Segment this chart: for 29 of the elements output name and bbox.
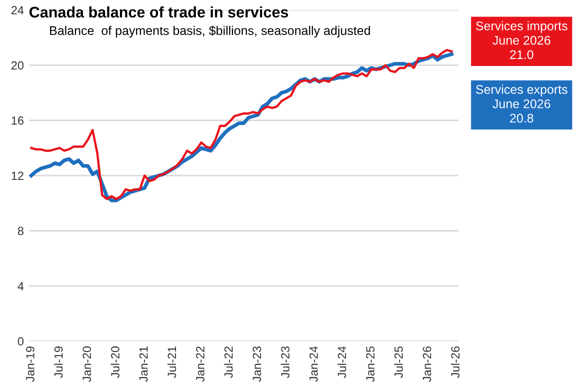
x-tick-label: Jan-24 [309,346,318,382]
x-tick-label: Jul-19 [54,346,63,378]
y-tick-label: 8 [18,226,24,236]
x-tick-label: Jan-23 [252,346,262,382]
text: Services imports [476,21,568,33]
y-tick-label: 12 [12,172,24,180]
x-tick-label: Jan-19 [26,346,34,382]
x-tick-label: Jul-20 [110,346,120,378]
y-tick-label: 24 [11,6,24,14]
x-tick-label: Jul-23 [280,346,290,378]
x-tick-label: Jan-20 [82,346,92,382]
x-tick-label: Jul-24 [337,346,346,378]
y-tick-label: 20 [11,61,24,70]
x-tick-label: Jul-22 [224,346,233,378]
y-tick-label: 16 [12,116,24,125]
chart-title: Canada balance of trade in services [29,6,288,18]
text: June 2026 20.8 [492,99,550,123]
x-tick-label: Jul-26 [450,346,460,378]
x-tick-label: Jul-21 [167,346,176,378]
x-tick-label: Jul-25 [394,346,403,378]
x-tick-label: Jan-25 [366,346,374,382]
x-tick-label: Jan-26 [422,346,432,382]
y-tick-label: 0 [18,337,24,346]
x-tick-label: Jan-21 [139,346,148,382]
text: June 2026 21.0 [492,36,550,60]
text: Balance of payments basis, $billions, seasonally adjusted [50,26,370,38]
text: Services exports [476,84,568,96]
x-tick-label: Jan-22 [196,346,204,382]
y-tick-label: 4 [18,282,24,290]
